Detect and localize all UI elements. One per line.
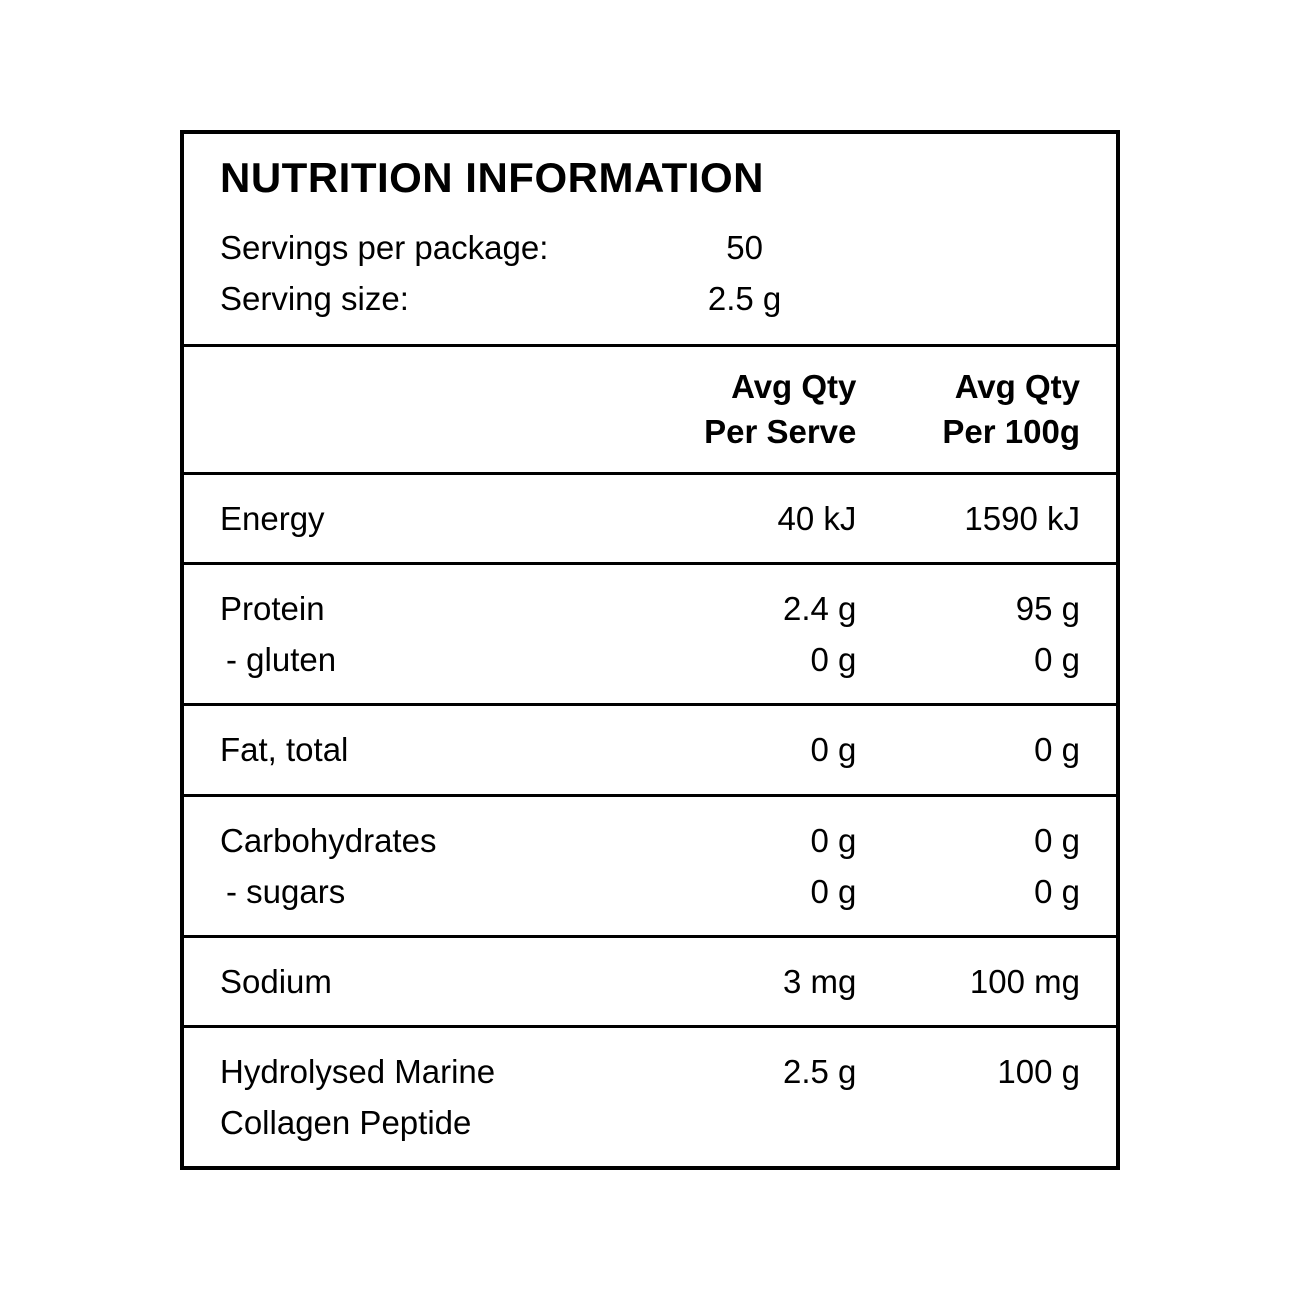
servings-row: Servings per package: 50 xyxy=(220,222,1080,273)
row-sodium: Sodium 3 mg 100 mg xyxy=(184,938,1116,1028)
col-100g-line2: Per 100g xyxy=(856,410,1080,455)
fat-per100: 0 g xyxy=(856,724,1080,775)
row-collagen: Hydrolysed Marine Collagen Peptide 2.5 g… xyxy=(184,1028,1116,1166)
header-section: NUTRITION INFORMATION Servings per packa… xyxy=(184,134,1116,347)
serving-size-value: 2.5 g xyxy=(633,273,857,324)
panel-title: NUTRITION INFORMATION xyxy=(220,154,1080,202)
servings-value: 50 xyxy=(633,222,857,273)
sugars-label: - sugars xyxy=(220,866,633,917)
fat-label: Fat, total xyxy=(220,724,633,775)
row-protein: Protein 2.4 g 95 g - gluten 0 g 0 g xyxy=(184,565,1116,706)
carbs-per100: 0 g xyxy=(856,815,1080,866)
gluten-label: - gluten xyxy=(220,634,633,685)
gluten-serve: 0 g xyxy=(633,634,857,685)
collagen-per100: 100 g xyxy=(856,1046,1080,1148)
carbs-label: Carbohydrates xyxy=(220,815,633,866)
serving-size-row: Serving size: 2.5 g xyxy=(220,273,1080,324)
col-serve-line1: Avg Qty xyxy=(633,365,857,410)
collagen-serve: 2.5 g xyxy=(633,1046,857,1148)
energy-label: Energy xyxy=(220,493,633,544)
nutrition-panel: NUTRITION INFORMATION Servings per packa… xyxy=(180,130,1120,1171)
protein-serve: 2.4 g xyxy=(633,583,857,634)
protein-per100: 95 g xyxy=(856,583,1080,634)
collagen-label: Hydrolysed Marine Collagen Peptide xyxy=(220,1046,633,1148)
sodium-per100: 100 mg xyxy=(856,956,1080,1007)
energy-serve: 40 kJ xyxy=(633,493,857,544)
protein-label: Protein xyxy=(220,583,633,634)
sodium-serve: 3 mg xyxy=(633,956,857,1007)
column-headers: Avg Qty Per Serve Avg Qty Per 100g xyxy=(184,347,1116,475)
energy-per100: 1590 kJ xyxy=(856,493,1080,544)
gluten-per100: 0 g xyxy=(856,634,1080,685)
row-energy: Energy 40 kJ 1590 kJ xyxy=(184,475,1116,565)
sugars-per100: 0 g xyxy=(856,866,1080,917)
sodium-label: Sodium xyxy=(220,956,633,1007)
servings-label: Servings per package: xyxy=(220,222,633,273)
col-serve-line2: Per Serve xyxy=(633,410,857,455)
fat-serve: 0 g xyxy=(633,724,857,775)
row-carbs: Carbohydrates 0 g 0 g - sugars 0 g 0 g xyxy=(184,797,1116,938)
row-fat: Fat, total 0 g 0 g xyxy=(184,706,1116,796)
col-100g-line1: Avg Qty xyxy=(856,365,1080,410)
sugars-serve: 0 g xyxy=(633,866,857,917)
serving-size-label: Serving size: xyxy=(220,273,633,324)
carbs-serve: 0 g xyxy=(633,815,857,866)
